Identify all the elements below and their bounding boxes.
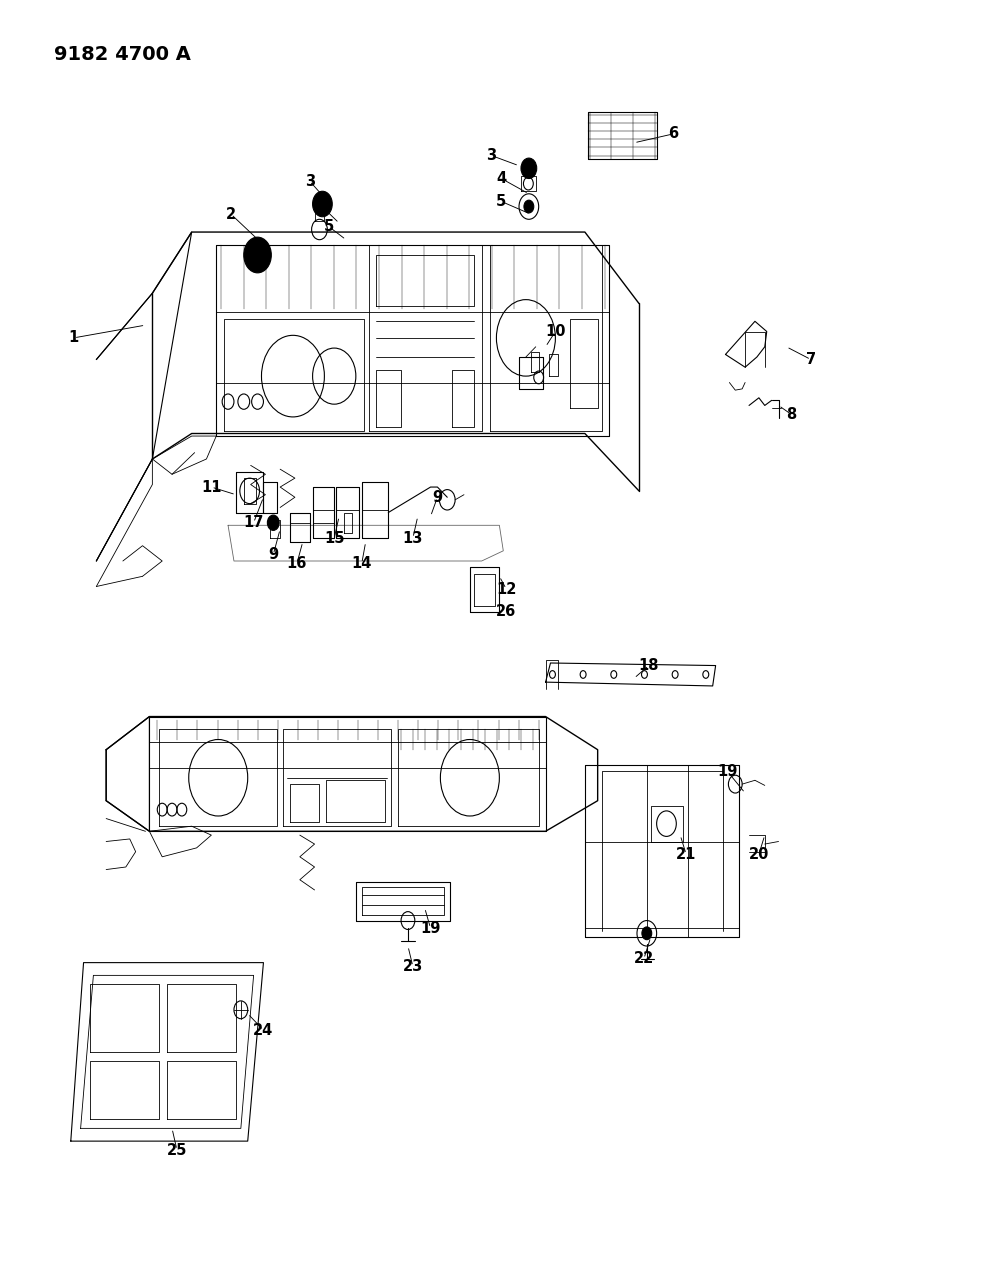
- Text: 24: 24: [254, 1023, 273, 1038]
- Circle shape: [524, 200, 534, 213]
- Text: 20: 20: [749, 847, 769, 862]
- Text: 19: 19: [421, 921, 440, 936]
- Text: 8: 8: [786, 407, 796, 422]
- Circle shape: [244, 237, 271, 273]
- Circle shape: [313, 191, 332, 217]
- Text: 21: 21: [676, 847, 696, 862]
- Text: 26: 26: [496, 604, 516, 620]
- Text: 11: 11: [202, 479, 221, 495]
- Text: 19: 19: [718, 764, 737, 779]
- Text: 4: 4: [315, 196, 324, 212]
- Text: 18: 18: [639, 658, 659, 673]
- Text: 16: 16: [287, 556, 307, 571]
- Text: 9: 9: [433, 490, 442, 505]
- Text: 3: 3: [487, 148, 496, 163]
- Text: 12: 12: [496, 581, 516, 597]
- Text: 10: 10: [546, 324, 565, 339]
- Text: 4: 4: [496, 171, 506, 186]
- Text: 25: 25: [167, 1142, 187, 1158]
- Text: 9182 4700 A: 9182 4700 A: [54, 45, 191, 64]
- Text: 14: 14: [352, 556, 372, 571]
- Circle shape: [642, 927, 652, 940]
- Text: 5: 5: [324, 219, 334, 235]
- Text: 1: 1: [69, 330, 79, 346]
- Text: 7: 7: [806, 352, 816, 367]
- Circle shape: [521, 158, 537, 178]
- Text: 3: 3: [305, 173, 315, 189]
- Circle shape: [267, 515, 279, 530]
- Text: 2: 2: [226, 207, 236, 222]
- Text: 5: 5: [496, 194, 506, 209]
- Text: 23: 23: [403, 959, 423, 974]
- Text: 22: 22: [634, 951, 654, 966]
- Text: 17: 17: [244, 515, 263, 530]
- Text: 13: 13: [403, 530, 423, 546]
- Text: 9: 9: [268, 547, 278, 562]
- Text: 15: 15: [324, 530, 344, 546]
- Text: 6: 6: [668, 126, 678, 142]
